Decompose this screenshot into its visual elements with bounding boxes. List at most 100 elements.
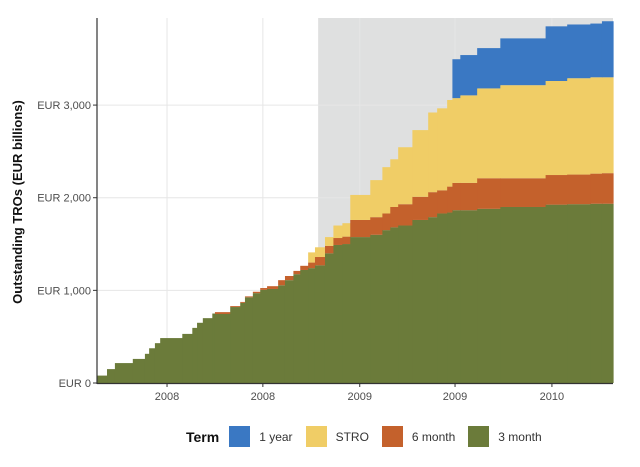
- bar-3-month-2009-06-26: [452, 210, 461, 383]
- y-tick-label: EUR 3,000: [37, 100, 91, 112]
- bar-3-month-2008-09-10: [300, 269, 309, 383]
- legend-label-stro: STRO: [335, 429, 369, 444]
- y-axis-label: Outstanding TROs (EUR billions): [10, 100, 25, 304]
- bar-6-month-2008-09-10: [300, 265, 309, 270]
- bar-6-month-2008-09-25: [308, 262, 316, 269]
- bar-6-month-2009-12-20: [545, 175, 568, 205]
- bar-stro-2009-08-12: [477, 88, 501, 179]
- bar-3-month-2007-09-09: [107, 369, 116, 383]
- bar-6-month-2008-04-30: [230, 306, 241, 308]
- bar-6-month-2009-09-25: [500, 178, 547, 207]
- bar-6-month-2008-05-28: [244, 296, 254, 298]
- legend-swatch-1-year: [229, 426, 251, 447]
- bar-3-month-2008-10-27: [324, 253, 335, 383]
- x-tick-label: 2008: [155, 391, 179, 403]
- bar-3-month-2009-09-25: [500, 206, 547, 383]
- bar-6-month-2009-06-26: [452, 182, 461, 211]
- bar-3-month-2008-05-28: [244, 297, 254, 383]
- bar-6-month-2008-06-26: [260, 288, 268, 290]
- bar-6-month-2009-02-13: [382, 213, 391, 231]
- bar-3-month-2008-01-30: [182, 333, 193, 383]
- bar-stro-2009-09-25: [500, 85, 547, 179]
- bar-3-month-2008-02-18: [192, 327, 198, 383]
- bar-6-month-2009-08-12: [477, 178, 501, 209]
- bar-6-month-2009-01-21: [370, 217, 383, 235]
- bar-6-month-2008-04-01: [214, 312, 231, 314]
- legend-label-6-month: 6 month: [411, 429, 456, 444]
- bar-stro-2009-02-28: [390, 159, 399, 207]
- bar-3-month-2007-12-09: [154, 343, 161, 383]
- legend-label-1-year: 1 year: [259, 429, 293, 444]
- legend-swatch-stro: [305, 426, 327, 447]
- legend-swatch-3-month: [468, 426, 490, 447]
- bar-stro-2009-07-11: [460, 95, 478, 183]
- bar-3-month-2008-03-09: [202, 318, 213, 383]
- bar-6-month-2008-07-09: [267, 286, 279, 289]
- bar-stro-2009-03-15: [398, 147, 413, 205]
- bar-3-month-2008-04-01: [214, 313, 231, 383]
- bar-3-month-2008-08-12: [284, 280, 294, 383]
- bar-6-month-2009-03-15: [398, 204, 413, 226]
- bar-6-month-2008-07-30: [278, 280, 286, 286]
- legend-swatch-6-month: [381, 426, 403, 447]
- bar-3-month-2010-01-30: [567, 204, 591, 383]
- x-tick-label: 2008: [251, 391, 275, 403]
- bar-1-year-2009-06-26: [452, 59, 461, 99]
- bar-3-month-2008-07-30: [278, 285, 286, 383]
- bar-6-month-2010-01-30: [567, 174, 591, 205]
- bar-3-month-2009-01-21: [370, 234, 383, 383]
- x-tick-label: 2010: [540, 391, 564, 403]
- bar-6-month-2009-02-28: [390, 206, 399, 228]
- bar-6-month-2008-06-12: [252, 291, 261, 294]
- legend: Term 1 year STRO 6 month 3 month: [186, 426, 555, 447]
- bar-3-month-2009-05-28: [437, 213, 448, 383]
- bar-3-month-2008-02-27: [197, 322, 204, 383]
- bar-3-month-2008-10-08: [314, 265, 326, 383]
- bar-3-month-2007-10-28: [132, 358, 146, 383]
- bar-3-month-2009-02-28: [390, 227, 399, 383]
- bar-6-month-2009-05-28: [437, 190, 448, 214]
- bar-3-month-2008-03-27: [212, 313, 216, 383]
- bar-stro-2010-01-30: [567, 78, 591, 175]
- bar-stro-2008-11-29: [342, 223, 351, 237]
- bar-6-month-2009-05-11: [428, 192, 438, 218]
- x-tick-label: 2009: [347, 391, 371, 403]
- bar-3-month-2009-02-13: [382, 230, 391, 383]
- bar-6-month-2008-08-12: [284, 276, 294, 281]
- bar-stro-2009-06-16: [447, 99, 454, 187]
- bar-6-month-2010-03-15: [590, 173, 603, 204]
- bar-3-month-2007-12-19: [160, 338, 183, 383]
- bar-3-month-2009-12-20: [545, 204, 568, 383]
- bar-3-month-2008-05-19: [240, 302, 246, 383]
- bar-3-month-2009-08-12: [477, 208, 501, 383]
- bar-3-month-2008-11-12: [333, 244, 343, 383]
- bar-6-month-2008-11-29: [342, 236, 351, 245]
- bar-3-month-2009-05-11: [428, 217, 438, 383]
- bar-3-month-2008-06-26: [260, 289, 268, 383]
- bar-3-month-2009-03-15: [398, 225, 413, 383]
- bar-6-month-2009-04-11: [412, 196, 429, 220]
- bar-stro-2009-01-21: [370, 180, 383, 218]
- bar-stro-2009-05-11: [428, 112, 438, 193]
- bar-6-month-2008-05-19: [240, 301, 246, 303]
- bar-1-year-2010-04-06: [601, 21, 614, 78]
- bar-6-month-2009-07-11: [460, 182, 478, 211]
- y-tick-label: EUR 1,000: [37, 285, 91, 297]
- bar-3-month-2008-11-29: [342, 244, 351, 383]
- bar-stro-2008-10-27: [324, 237, 335, 246]
- bar-6-month-2008-12-14: [350, 219, 371, 238]
- bar-3-month-2007-11-20: [144, 353, 150, 383]
- bar-6-month-2009-06-16: [447, 186, 454, 213]
- bar-stro-2008-10-08: [314, 247, 326, 258]
- bar-6-month-2010-04-06: [601, 173, 614, 204]
- bar-3-month-2008-09-25: [308, 268, 316, 383]
- bar-6-month-2008-08-28: [293, 270, 301, 275]
- bar-1-year-2010-01-30: [567, 24, 591, 79]
- legend-label-3-month: 3 month: [498, 429, 542, 444]
- bar-1-year-2009-09-25: [500, 38, 547, 86]
- bar-6-month-2008-10-08: [314, 257, 326, 266]
- bar-3-month-2009-04-11: [412, 219, 429, 383]
- y-tick-label: EUR 0: [59, 378, 91, 390]
- bar-6-month-2008-11-12: [333, 238, 343, 245]
